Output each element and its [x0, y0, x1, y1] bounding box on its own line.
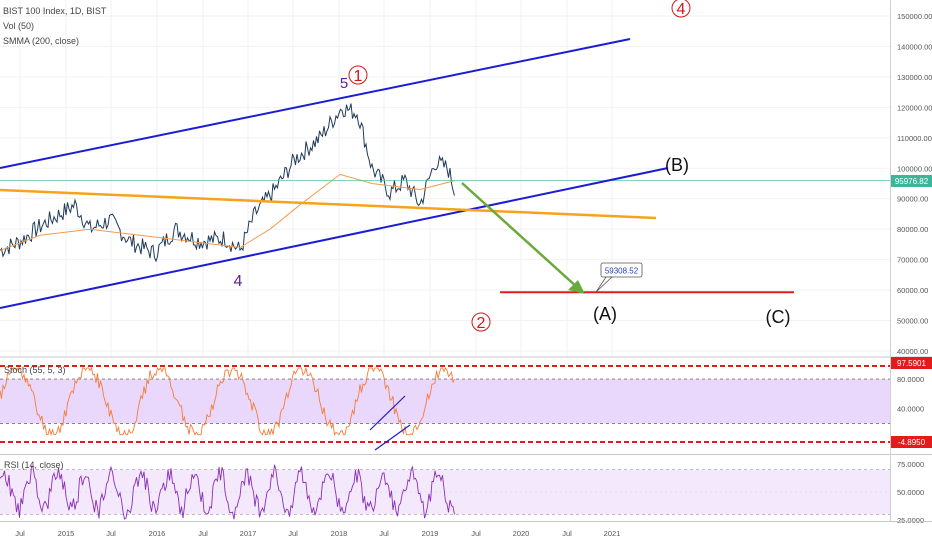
price-tick-label: 120000.00 — [897, 103, 932, 112]
time-tick-label: Jul — [562, 529, 572, 538]
price-tick-label: 80000.00 — [897, 225, 928, 234]
legend-smma: SMMA (200, close) — [3, 36, 80, 46]
stoch-line — [0, 366, 455, 437]
stoch-tick-label: 80.0000 — [897, 375, 924, 384]
stoch-divergence-upper — [369, 395, 406, 431]
time-tick-label: 2020 — [513, 529, 530, 538]
projection-arrowhead — [568, 280, 585, 294]
rsi-line — [0, 464, 455, 520]
price-axis: 150000.00 140000.00 130000.00 120000.00 1100… — [897, 12, 932, 356]
rsi-tick-label: 75.0000 — [897, 460, 924, 469]
price-tick-label: 140000.00 — [897, 42, 932, 51]
time-tick-label: 2021 — [604, 529, 621, 538]
wave-2-circle — [471, 312, 491, 332]
wave-label-1: 1 — [354, 68, 363, 85]
wave-label-C: (C) — [766, 307, 791, 327]
price-series-line — [0, 103, 455, 263]
price-tick-label: 40000.00 — [897, 347, 928, 356]
wave-label-A: (A) — [593, 304, 617, 324]
stoch-lower-tag: -4.8950 — [891, 436, 932, 448]
time-tick-label: Jul — [288, 529, 298, 538]
current-price-label: 95976.82 — [895, 177, 929, 186]
time-tick-label: 2017 — [240, 529, 257, 538]
wave-label-2: 2 — [477, 315, 486, 332]
time-tick-label: Jul — [379, 529, 389, 538]
wave-4-circle — [671, 0, 691, 18]
stoch-tick-label: 40.0000 — [897, 405, 924, 414]
price-tick-label: 70000.00 — [897, 256, 928, 265]
stoch-band — [0, 379, 890, 424]
time-tick-label: 2018 — [331, 529, 348, 538]
time-tick-label: Jul — [198, 529, 208, 538]
price-tick-label: 60000.00 — [897, 286, 928, 295]
rsi-tick-label: 25.0000 — [897, 516, 924, 525]
time-tick-label: 2015 — [58, 529, 75, 538]
time-tick-label: Jul — [15, 529, 25, 538]
stoch-title: Stoch (55, 5, 3) — [4, 365, 66, 375]
price-tick-label: 150000.00 — [897, 12, 932, 21]
time-tick-label: 2016 — [149, 529, 166, 538]
channel-upper-line — [0, 38, 631, 169]
projection-arrow — [461, 182, 579, 289]
time-axis: Jul 2015 Jul 2016 Jul 2017 Jul 2018 Jul 2019 Jul 20… — [15, 529, 620, 538]
price-tick-label: 100000.00 — [897, 164, 932, 173]
channel-lower-line — [0, 167, 669, 309]
time-tick-label: Jul — [471, 529, 481, 538]
smma-line — [0, 173, 456, 251]
stoch-lower-label: -4.8950 — [898, 438, 926, 447]
price-tick-label: 110000.00 — [897, 134, 932, 143]
price-tick-label: 90000.00 — [897, 195, 928, 204]
price-tick-label: 130000.00 — [897, 73, 932, 82]
wave-label-4-low: 4 — [234, 273, 243, 290]
stoch-divergence-lower — [374, 424, 411, 451]
stoch-upper-tag: 97.5901 — [891, 357, 932, 369]
price-tick-label: 50000.00 — [897, 317, 928, 326]
time-tick-label: 2019 — [422, 529, 439, 538]
current-price-tag: 95976.82 — [891, 175, 932, 187]
legend-volume: Vol (50) — [3, 21, 35, 31]
wave-label-B: (B) — [665, 155, 689, 175]
wave-1-circle — [348, 65, 368, 85]
time-tick-label: Jul — [106, 529, 116, 538]
orange-trendline — [0, 188, 657, 220]
target-label: 59308.52 — [605, 267, 639, 276]
wave-label-5: 5 — [340, 75, 348, 92]
main-pane — [0, 0, 890, 356]
rsi-title: RSI (14, close) — [4, 460, 64, 470]
stoch-upper-label: 97.5901 — [897, 359, 926, 368]
rsi-tick-label: 50.0000 — [897, 488, 924, 497]
legend-symbol: BIST 100 Index, 1D, BIST — [3, 6, 107, 16]
target-callout: 59308.52 — [595, 262, 643, 293]
wave-label-4-top: 4 — [677, 1, 686, 18]
